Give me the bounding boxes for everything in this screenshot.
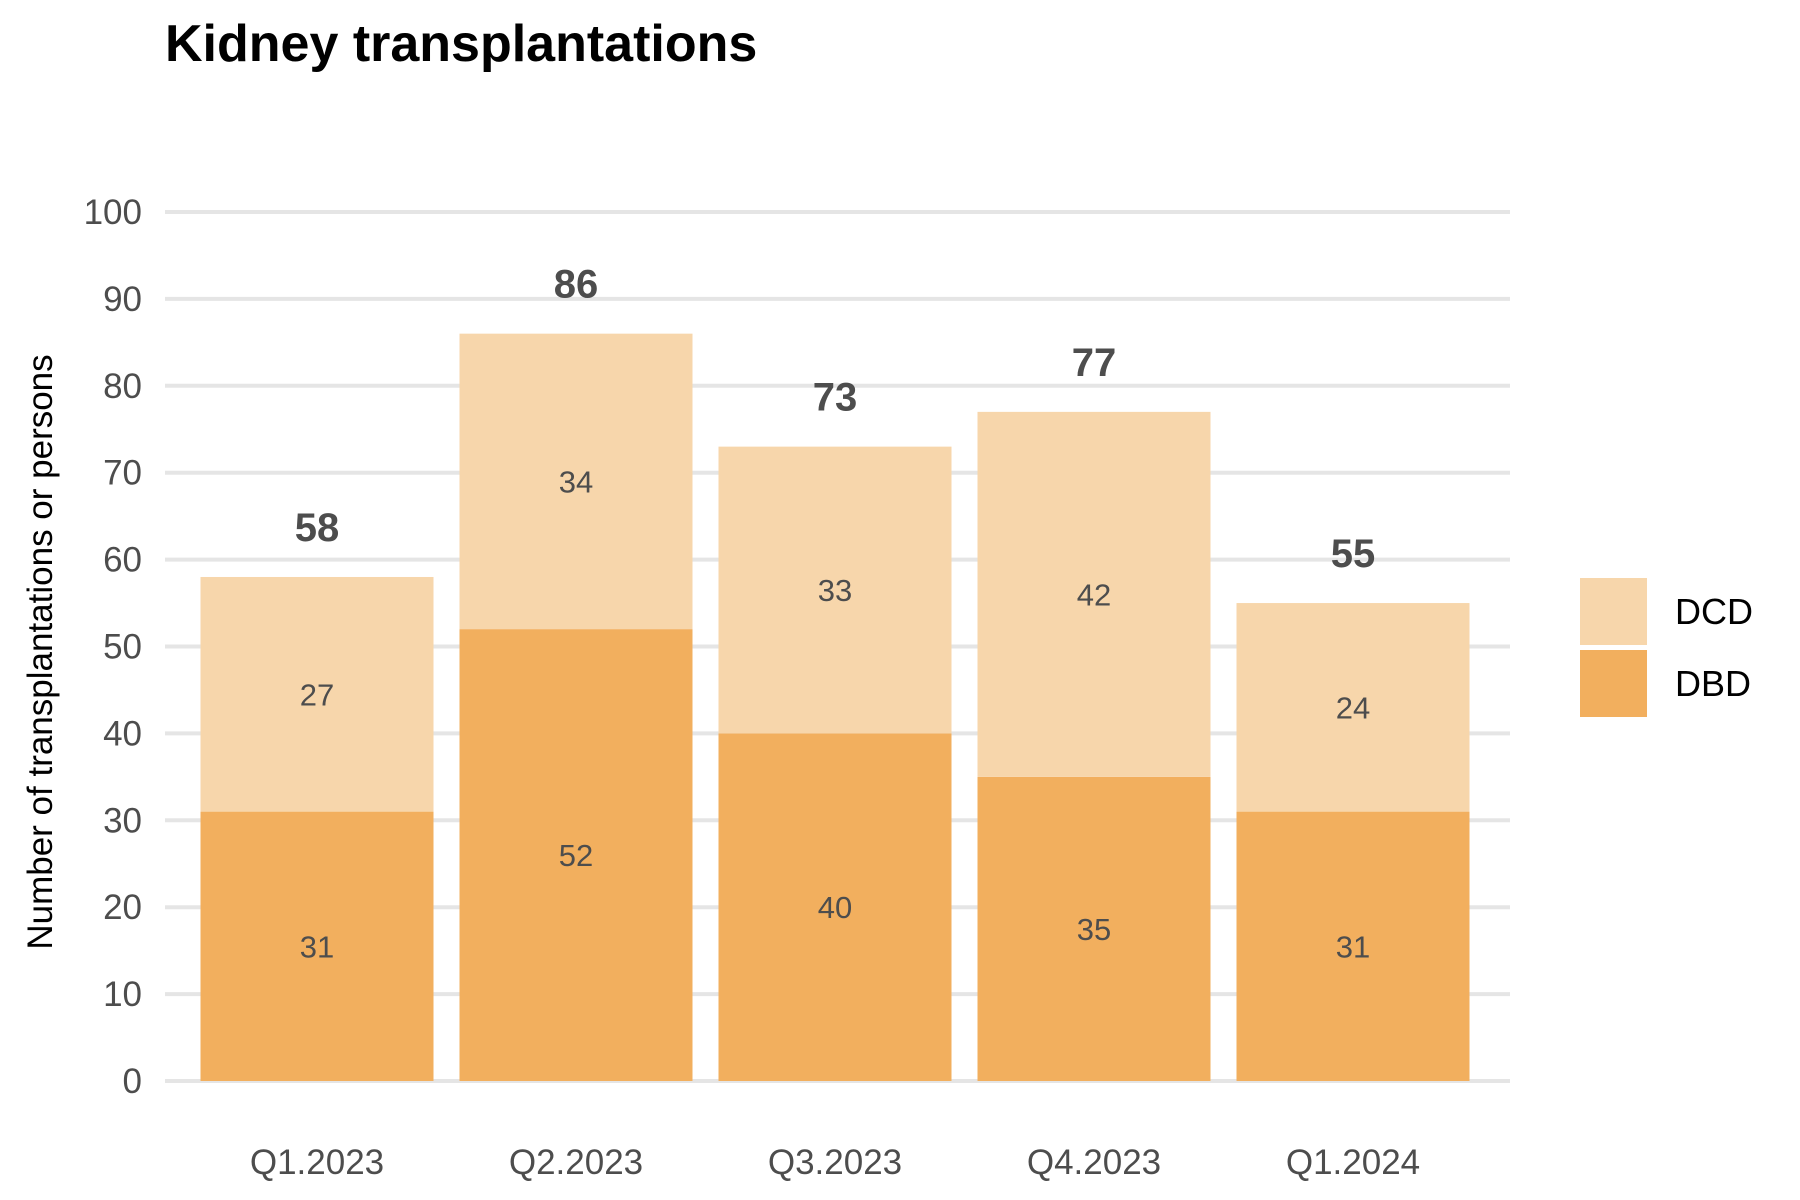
- x-tick-label: Q4.2023: [1027, 1143, 1161, 1182]
- segment-value-label: 31: [300, 929, 334, 964]
- segment-value-label: 31: [1336, 929, 1370, 964]
- x-tick-label: Q1.2024: [1286, 1143, 1420, 1182]
- x-tick-label: Q2.2023: [509, 1143, 643, 1182]
- bar-segment-dcd: [459, 333, 693, 630]
- bar-segment-dcd: [718, 446, 952, 734]
- segment-value-label: 42: [1077, 577, 1111, 612]
- y-tick-label: 30: [103, 801, 142, 840]
- bar-total-label: 55: [1331, 532, 1376, 576]
- bar-segment-dcd: [1236, 603, 1470, 812]
- bar-segment-dbd: [1236, 811, 1470, 1081]
- segment-value-label: 24: [1336, 690, 1370, 725]
- y-tick-label: 0: [123, 1062, 142, 1101]
- bars: 31 27 58 52 34 86 40 33 73 35 42 77 31 24 55: [200, 263, 1470, 1081]
- bar-segment-dcd: [977, 411, 1211, 777]
- bar-total-label: 86: [554, 263, 599, 307]
- segment-value-label: 33: [818, 573, 852, 608]
- y-axis-title: Number of transplantations or persons: [21, 354, 60, 949]
- y-axis-ticks: 0 10 20 30 40 50 60 70 80 90 100: [84, 193, 142, 1101]
- y-tick-label: 90: [103, 280, 142, 319]
- legend-label-dcd: DCD: [1675, 591, 1753, 632]
- bar-segment-dbd: [200, 811, 434, 1081]
- segment-value-label: 27: [300, 677, 334, 712]
- bar-total-label: 77: [1072, 341, 1117, 385]
- bar-segment-dbd: [459, 629, 693, 1081]
- bar-segment-dcd: [200, 576, 434, 812]
- segment-value-label: 35: [1077, 912, 1111, 947]
- bar-total-label: 73: [813, 376, 858, 420]
- bar-segment-dbd: [977, 776, 1211, 1081]
- legend-swatch-dcd: [1580, 578, 1647, 645]
- segment-value-label: 34: [559, 464, 593, 499]
- y-tick-label: 40: [103, 714, 142, 753]
- y-tick-label: 20: [103, 888, 142, 927]
- legend: DCD DBD: [1580, 578, 1753, 717]
- legend-swatch-dbd: [1580, 650, 1647, 717]
- x-axis-ticks: Q1.2023 Q2.2023 Q3.2023 Q4.2023 Q1.2024: [250, 1143, 1420, 1182]
- y-tick-label: 10: [103, 975, 142, 1014]
- y-tick-label: 100: [84, 193, 142, 232]
- segment-value-label: 52: [559, 838, 593, 873]
- x-tick-label: Q1.2023: [250, 1143, 384, 1182]
- x-tick-label: Q3.2023: [768, 1143, 902, 1182]
- y-tick-label: 50: [103, 628, 142, 667]
- segment-value-label: 40: [818, 890, 852, 925]
- legend-label-dbd: DBD: [1675, 663, 1751, 704]
- y-tick-label: 80: [103, 367, 142, 406]
- y-tick-label: 60: [103, 541, 142, 580]
- bar-total-label: 58: [295, 506, 340, 550]
- bar-segment-dbd: [718, 733, 952, 1081]
- chart-title: Kidney transplantations: [165, 15, 758, 73]
- y-tick-label: 70: [103, 454, 142, 493]
